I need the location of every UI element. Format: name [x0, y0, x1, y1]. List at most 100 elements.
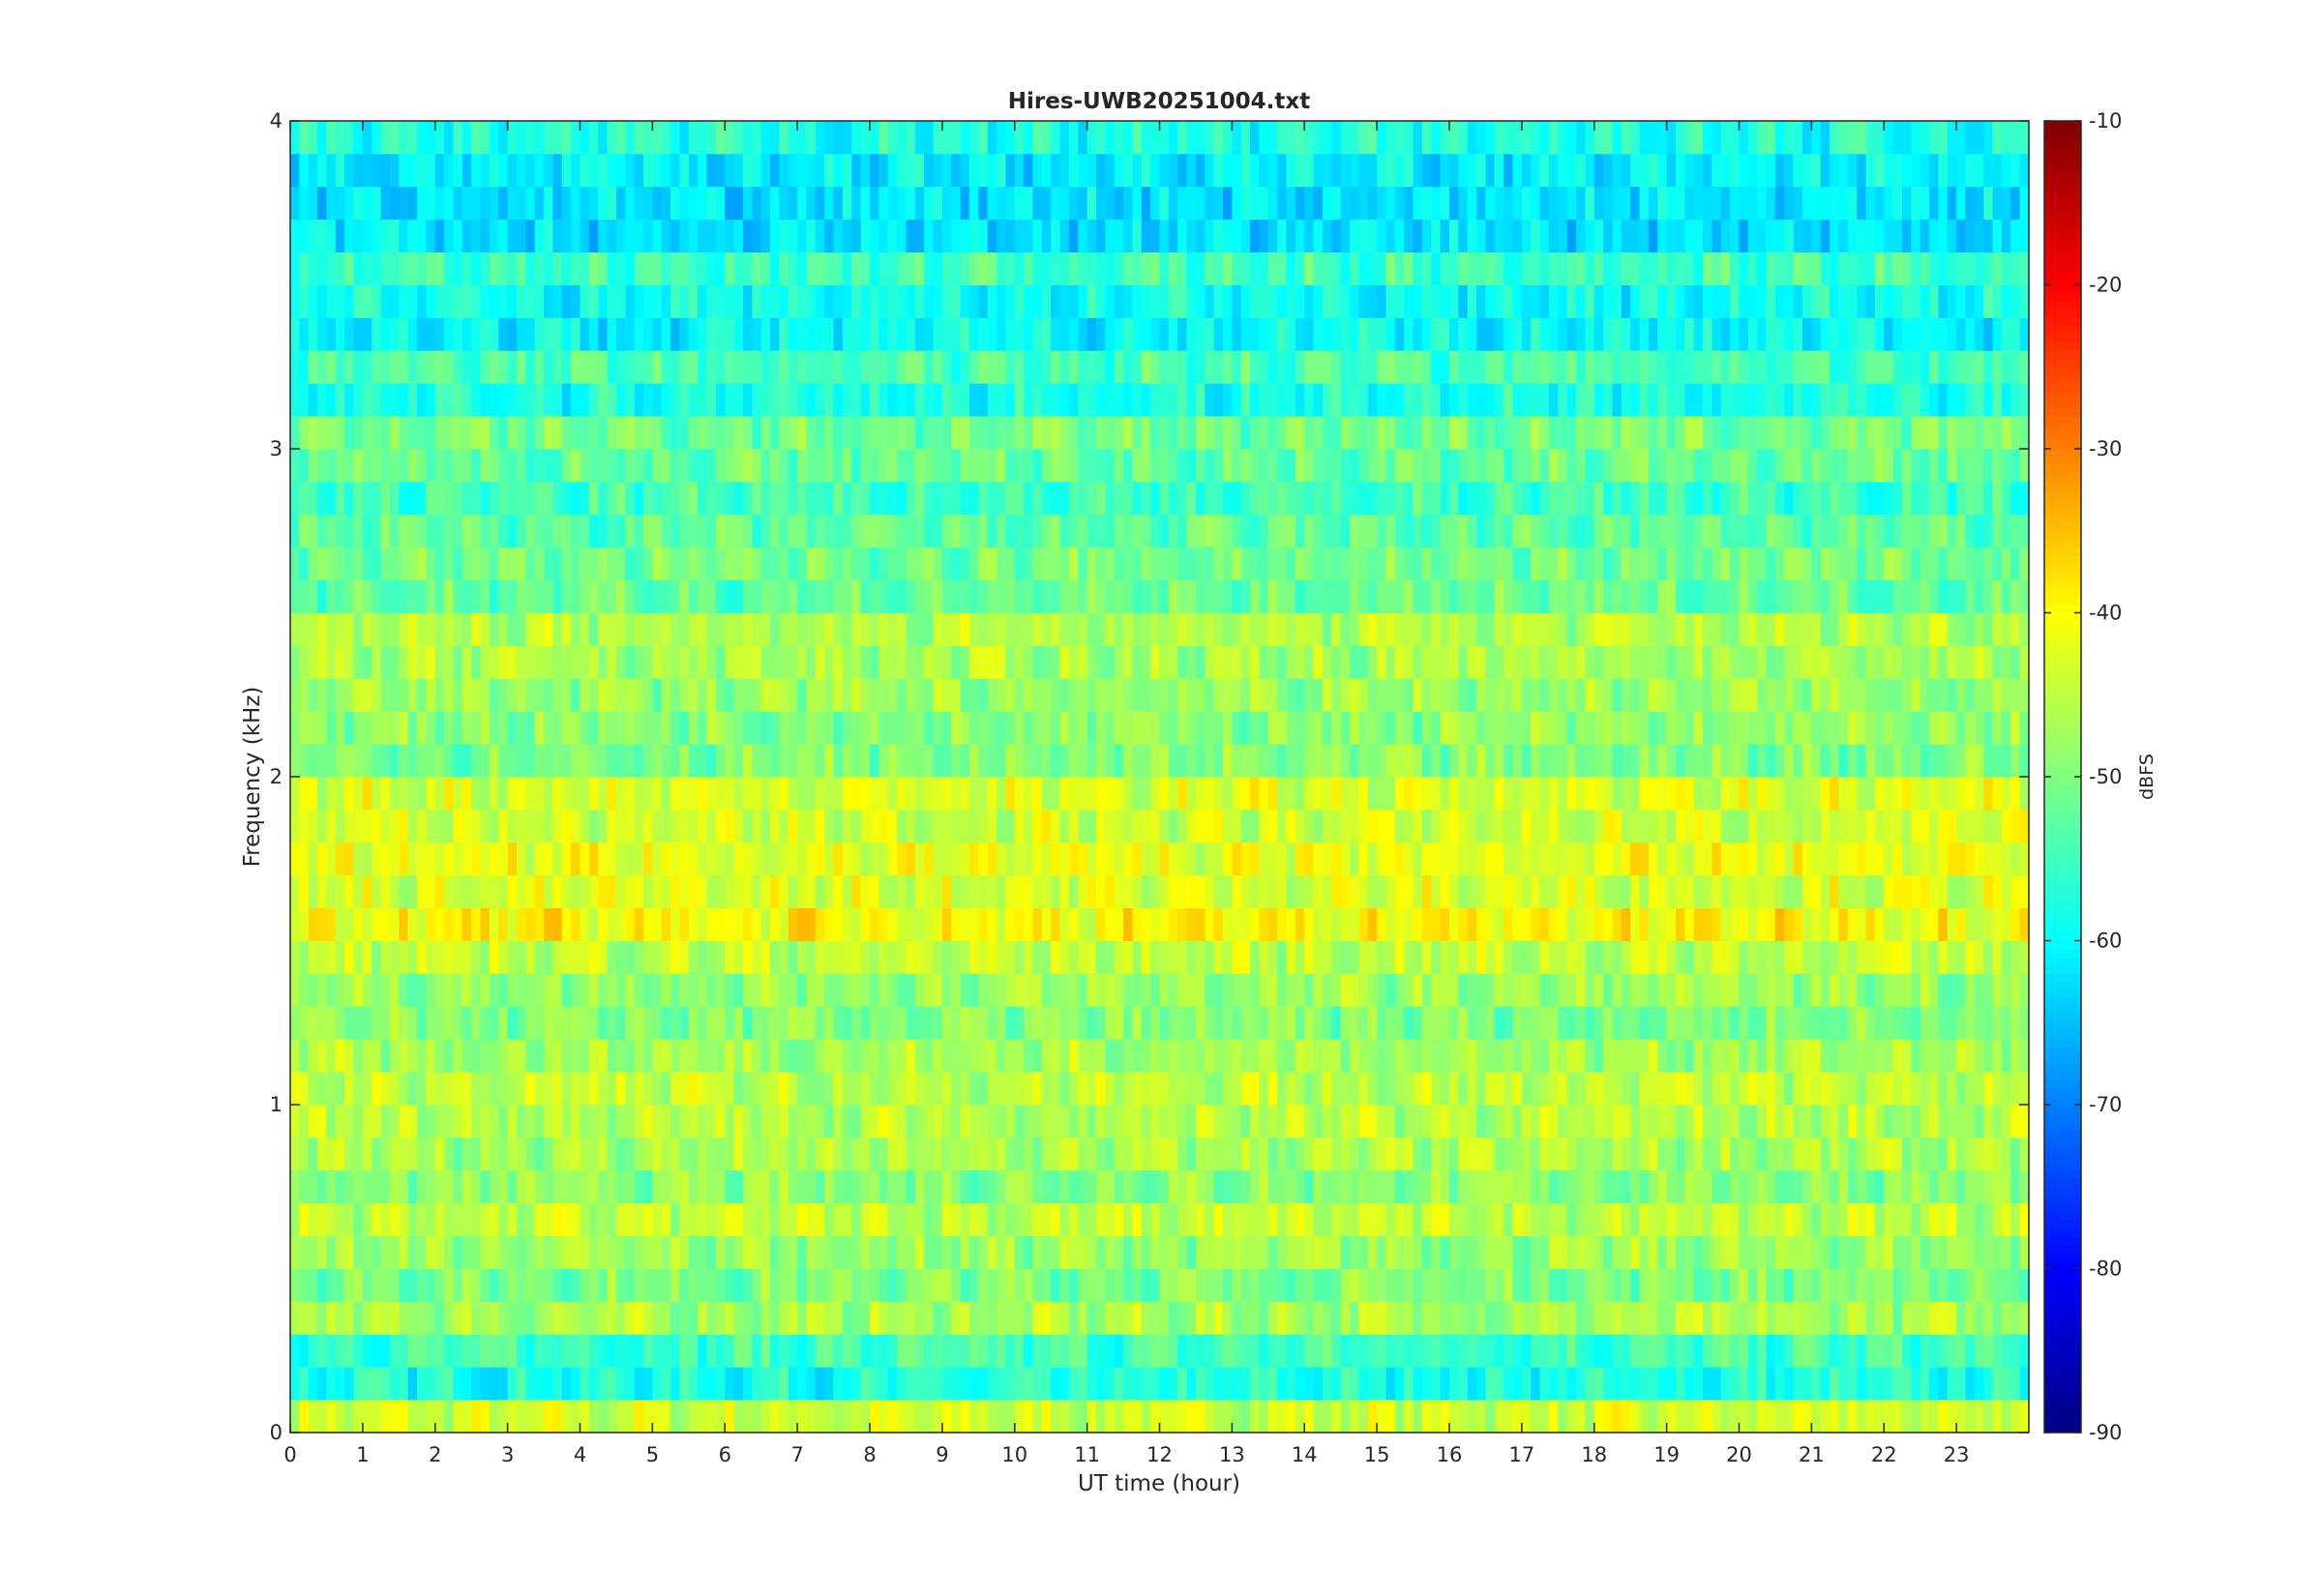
- heatmap-cell: [670, 1301, 681, 1335]
- heatmap-cell: [951, 1235, 962, 1269]
- heatmap-cell: [1431, 711, 1442, 745]
- heatmap-cell: [625, 711, 636, 745]
- heatmap-cell: [1177, 579, 1188, 613]
- heatmap-cell: [598, 1105, 609, 1138]
- heatmap-cell: [1548, 1137, 1559, 1171]
- heatmap-cell: [1929, 973, 1940, 1007]
- heatmap-cell: [1539, 1235, 1550, 1269]
- heatmap-cell: [1857, 1367, 1867, 1401]
- heatmap-cell: [625, 907, 636, 941]
- heatmap-cell: [1068, 711, 1079, 745]
- heatmap-cell: [1141, 612, 1151, 646]
- heatmap-cell: [1159, 1202, 1170, 1236]
- heatmap-cell: [1240, 1235, 1251, 1269]
- heatmap-cell: [1630, 940, 1641, 974]
- heatmap-cell: [326, 1268, 337, 1302]
- heatmap-cell: [1377, 973, 1387, 1007]
- heatmap-cell: [588, 1268, 599, 1302]
- heatmap-cell: [1150, 711, 1161, 745]
- heatmap-cell: [1232, 1105, 1242, 1138]
- heatmap-cell: [1874, 874, 1885, 908]
- heatmap-cell: [1639, 1039, 1650, 1073]
- heatmap-cell: [1857, 1039, 1867, 1073]
- heatmap-cell: [1892, 612, 1903, 646]
- heatmap-cell: [833, 907, 844, 941]
- heatmap-cell: [588, 579, 599, 613]
- heatmap-cell: [2010, 678, 2021, 712]
- heatmap-cell: [2010, 1301, 2021, 1335]
- heatmap-cell: [1186, 809, 1197, 843]
- heatmap-cell: [1177, 612, 1188, 646]
- heatmap-cell: [615, 1105, 626, 1138]
- heatmap-cell: [1830, 809, 1840, 843]
- heatmap-cell: [426, 1202, 436, 1236]
- heatmap-cell: [706, 1301, 717, 1335]
- heatmap-cell: [1177, 1072, 1188, 1106]
- heatmap-cell: [661, 842, 671, 876]
- heatmap-cell: [1240, 1169, 1251, 1204]
- heatmap-cell: [1223, 874, 1233, 908]
- heatmap-cell: [417, 1400, 427, 1433]
- heatmap-cell: [960, 973, 970, 1007]
- heatmap-cell: [760, 1367, 771, 1401]
- heatmap-cell: [1884, 645, 1894, 679]
- heatmap-cell: [1784, 1072, 1795, 1106]
- heatmap-cell: [1223, 1105, 1233, 1138]
- heatmap-cell: [399, 940, 409, 974]
- heatmap-cell: [1440, 1137, 1450, 1171]
- heatmap-cell: [1304, 1006, 1315, 1040]
- heatmap-cell: [1105, 777, 1116, 811]
- heatmap-cell: [1421, 1137, 1432, 1171]
- heatmap-cell: [924, 678, 935, 712]
- heatmap-cell: [1159, 1039, 1170, 1073]
- heatmap-cell: [1095, 1169, 1106, 1204]
- heatmap-cell: [661, 1202, 671, 1236]
- heatmap-cell: [788, 1400, 798, 1433]
- heatmap-cell: [752, 1039, 762, 1073]
- heatmap-cell: [1512, 777, 1523, 811]
- heatmap-cell: [344, 1072, 355, 1106]
- heatmap-cell: [1920, 1202, 1930, 1236]
- heatmap-cell: [833, 777, 844, 811]
- heatmap-cell: [1675, 1137, 1685, 1171]
- heatmap-cell: [1322, 579, 1332, 613]
- heatmap-cell: [1051, 1137, 1061, 1171]
- heatmap-cell: [1712, 874, 1722, 908]
- heatmap-cell: [661, 1268, 671, 1302]
- heatmap-cell: [1666, 1039, 1677, 1073]
- heatmap-cell: [1322, 1039, 1332, 1073]
- heatmap-cell: [1014, 711, 1025, 745]
- heatmap-cell: [968, 1202, 979, 1236]
- heatmap-cell: [878, 1006, 889, 1040]
- heatmap-cell: [1593, 612, 1604, 646]
- heatmap-cell: [1847, 777, 1858, 811]
- heatmap-cell: [1286, 645, 1296, 679]
- heatmap-cell: [1114, 579, 1124, 613]
- heatmap-cell: [1195, 1105, 1206, 1138]
- heatmap-cell: [1703, 1039, 1713, 1073]
- heatmap-cell: [426, 842, 436, 876]
- heatmap-cell: [1947, 1367, 1957, 1401]
- heatmap-cell: [1404, 874, 1414, 908]
- heatmap-cell: [1177, 1202, 1188, 1236]
- heatmap-cell: [652, 1006, 663, 1040]
- heatmap-cell: [1123, 1301, 1134, 1335]
- heatmap-cell: [824, 1367, 835, 1401]
- heatmap-cell: [615, 1268, 626, 1302]
- heatmap-cell: [760, 973, 771, 1007]
- heatmap-cell: [1041, 1105, 1052, 1138]
- heatmap-cell: [1838, 1367, 1849, 1401]
- heatmap-cell: [1703, 1334, 1713, 1368]
- heatmap-cell: [1811, 940, 1822, 974]
- heatmap-cell: [1150, 842, 1161, 876]
- heatmap-cell: [1440, 1006, 1450, 1040]
- heatmap-cell: [1720, 1169, 1731, 1204]
- heatmap-cell: [1177, 1400, 1188, 1433]
- heatmap-cell: [652, 1137, 663, 1171]
- heatmap-cell: [679, 1105, 690, 1138]
- heatmap-cell: [733, 612, 744, 646]
- heatmap-cell: [1413, 1105, 1423, 1138]
- heatmap-cell: [1394, 1268, 1405, 1302]
- heatmap-cell: [1078, 1006, 1088, 1040]
- heatmap-cell: [1766, 1105, 1776, 1138]
